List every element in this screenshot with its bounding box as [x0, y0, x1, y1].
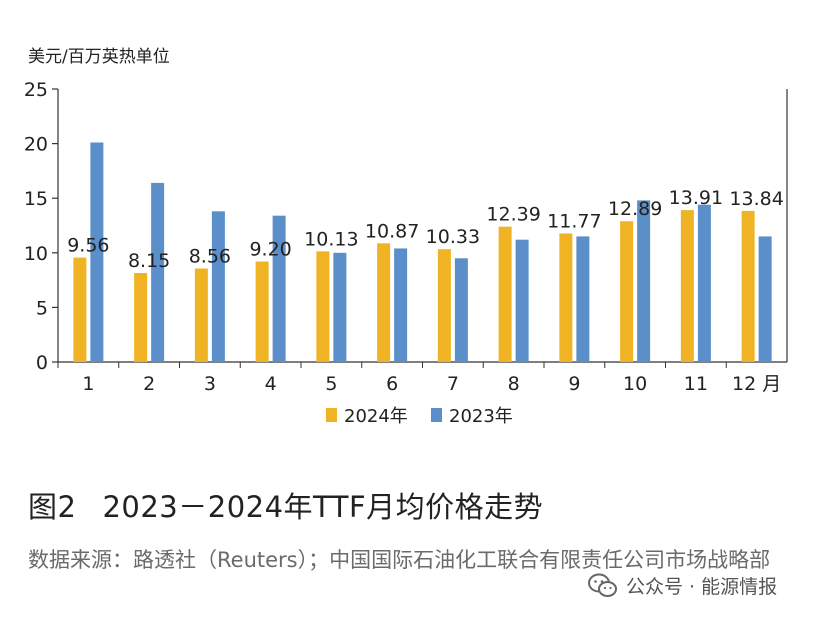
y-tick-label: 20 — [24, 134, 48, 156]
bar-chart: 美元/百万英热单位 0 5 10 15 20 25 1 2 3 4 5 6 7 8 9 10 11 12 月 9.… — [24, 47, 788, 427]
x-tick-label: 4 — [265, 373, 277, 395]
x-tick-label: 7 — [447, 373, 459, 395]
bar-2023 — [272, 215, 286, 362]
data-label-2024: 13.84 — [729, 188, 783, 210]
bar-2023 — [515, 239, 529, 362]
data-label-2024: 9.20 — [249, 239, 291, 261]
x-tick-label: 6 — [386, 373, 398, 395]
data-label-2024: 9.56 — [67, 235, 109, 257]
bar-2024 — [377, 243, 391, 362]
figure-label: 图2 — [28, 490, 77, 524]
legend: 2024年 2023年 — [326, 406, 513, 427]
bar-2024 — [194, 268, 208, 362]
bar-2023 — [151, 182, 165, 362]
watermark: 公众号 · 能源情报 — [588, 572, 777, 599]
x-tick-label: 10 — [623, 373, 647, 395]
source-note: 数据来源：路透社（Reuters）；中国国际石油化工联合有限责任公司市场战略部 — [28, 548, 771, 572]
bar-2023 — [454, 258, 468, 362]
y-tick-label: 10 — [24, 243, 48, 265]
legend-swatch — [326, 408, 337, 422]
bar-2024 — [559, 233, 573, 362]
bar-2023 — [576, 236, 590, 362]
bar-2023 — [90, 142, 104, 362]
y-tick-label: 5 — [36, 297, 48, 319]
bar-2024 — [255, 261, 269, 362]
legend-swatch — [431, 408, 442, 422]
bar-2024 — [73, 257, 87, 362]
bar-2024 — [437, 249, 451, 362]
data-label-2024: 12.39 — [486, 204, 540, 226]
bar-2024 — [134, 273, 148, 362]
data-label-2024: 10.13 — [304, 228, 358, 250]
bar-2023 — [333, 252, 347, 362]
data-label-2024: 10.33 — [426, 226, 480, 248]
x-tick-label: 1 — [82, 373, 94, 395]
x-tick-label: 12 月 — [732, 373, 781, 395]
bar-2024 — [498, 226, 512, 362]
data-label-2024: 11.77 — [547, 210, 601, 232]
y-tick-label: 25 — [24, 79, 48, 101]
bar-2023 — [758, 236, 772, 362]
y-axis-label: 美元/百万英热单位 — [28, 47, 170, 67]
y-tick-label: 15 — [24, 188, 48, 210]
y-tick-label: 0 — [36, 352, 48, 374]
bar-2024 — [680, 210, 694, 362]
x-tick-label: 8 — [508, 373, 520, 395]
bar-2024 — [741, 210, 755, 362]
data-label-2024: 13.91 — [669, 187, 723, 209]
wechat-icon — [588, 573, 617, 597]
bar-2024 — [316, 251, 330, 362]
figure-title-text: 2023－2024年TTF月均价格走势 — [102, 490, 544, 524]
data-label-2024: 8.56 — [189, 246, 231, 268]
figure-title: 图2 2023－2024年TTF月均价格走势 — [28, 484, 543, 526]
bar-2023 — [394, 248, 408, 362]
data-label-2024: 12.89 — [608, 198, 662, 220]
data-label-2024: 8.15 — [128, 250, 170, 272]
x-tick-label: 3 — [204, 373, 216, 395]
bar-2023 — [697, 204, 711, 362]
bar-2023 — [211, 211, 225, 362]
x-tick-label: 2 — [143, 373, 155, 395]
bar-2023 — [637, 200, 651, 362]
bar-2024 — [620, 221, 634, 362]
x-tick-label: 5 — [325, 373, 337, 395]
legend-label: 2023年 — [449, 406, 513, 427]
x-tick-label: 9 — [568, 373, 580, 395]
data-label-2024: 10.87 — [365, 220, 419, 242]
watermark-text: 公众号 · 能源情报 — [626, 576, 778, 598]
x-tick-label: 11 — [684, 373, 708, 395]
legend-label: 2024年 — [344, 406, 408, 427]
